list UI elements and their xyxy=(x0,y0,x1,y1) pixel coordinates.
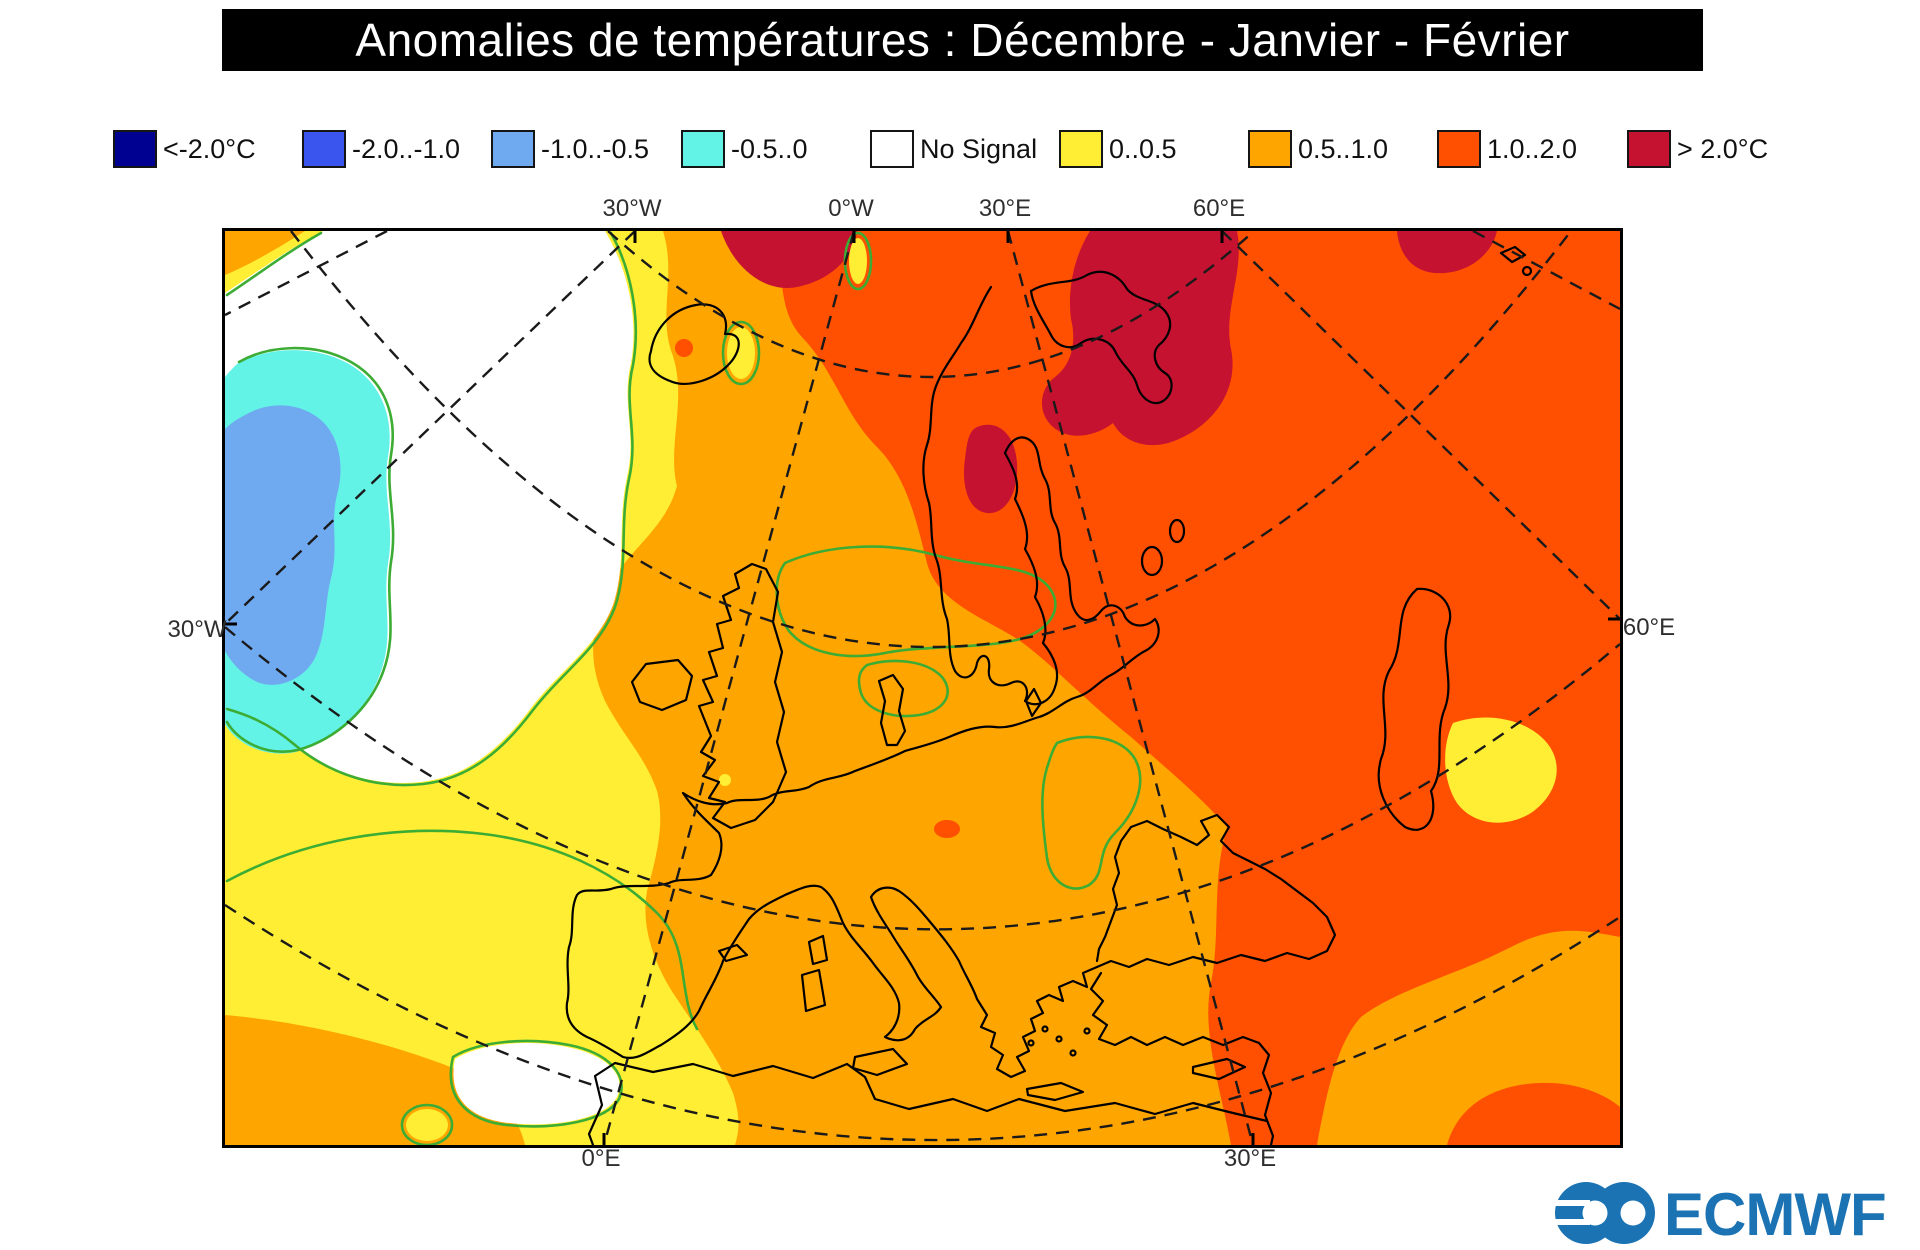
legend-swatch xyxy=(491,130,535,168)
ecmwf-logo: ECMWF xyxy=(1552,1181,1887,1248)
legend-label: 0.5..1.0 xyxy=(1298,133,1389,164)
anomaly-fill-regions xyxy=(225,231,1620,1145)
ecmwf-logo-glyph xyxy=(1552,1182,1655,1244)
legend-swatch xyxy=(1059,130,1103,168)
legend-label: -0.5..0 xyxy=(731,133,808,164)
legend-swatch xyxy=(1437,130,1481,168)
graticule-label: 60°E xyxy=(1192,195,1246,222)
graticule-label: 30°E xyxy=(978,195,1032,222)
legend-swatch xyxy=(870,130,914,168)
legend-item: -1.0..-0.5 xyxy=(491,128,649,170)
legend-label: -1.0..-0.5 xyxy=(541,133,650,164)
graticule-label: 30°E xyxy=(1223,1145,1277,1172)
graticule-label: 30°W xyxy=(167,616,227,643)
ecmwf-logo-text: ECMWF xyxy=(1664,1181,1886,1248)
legend-item: 1.0..2.0 xyxy=(1437,128,1577,170)
legend-swatch xyxy=(1627,130,1671,168)
legend-label: 0..0.5 xyxy=(1109,133,1177,164)
coastlines xyxy=(565,245,1533,1145)
graticule-label: 60°E xyxy=(1622,614,1676,641)
legend-label: -2.0..-1.0 xyxy=(352,133,461,164)
legend-item: > 2.0°C xyxy=(1627,128,1768,170)
graticule-label: 0°W xyxy=(828,195,874,222)
legend-swatch xyxy=(681,130,725,168)
legend-item: 0.5..1.0 xyxy=(1248,128,1388,170)
legend-label: No Signal xyxy=(920,133,1038,164)
legend-swatch xyxy=(1248,130,1292,168)
legend-item: 0..0.5 xyxy=(1059,128,1177,170)
legend-swatch xyxy=(302,130,346,168)
legend-item: -2.0..-1.0 xyxy=(302,128,460,170)
graticule-label: 0°E xyxy=(581,1145,621,1172)
legend-item: No Signal xyxy=(870,128,1037,170)
graticule-label: 30°W xyxy=(602,195,662,222)
axis-tick-marks xyxy=(225,231,1620,1145)
legend-label: > 2.0°C xyxy=(1677,133,1769,164)
legend-item: <-2.0°C xyxy=(113,128,256,170)
legend-item: -0.5..0 xyxy=(681,128,808,170)
page-title: Anomalies de températures : Décembre - J… xyxy=(222,9,1703,71)
map-frame xyxy=(222,228,1623,1148)
graticule-lines xyxy=(225,231,1620,1145)
europe-anomaly-map xyxy=(225,231,1620,1145)
legend-label: <-2.0°C xyxy=(163,133,256,164)
color-scale-legend: <-2.0°C -2.0..-1.0 -1.0..-0.5 -0.5..0 No Sig… xyxy=(0,128,1920,170)
legend-label: 1.0..2.0 xyxy=(1487,133,1578,164)
legend-swatch xyxy=(113,130,157,168)
